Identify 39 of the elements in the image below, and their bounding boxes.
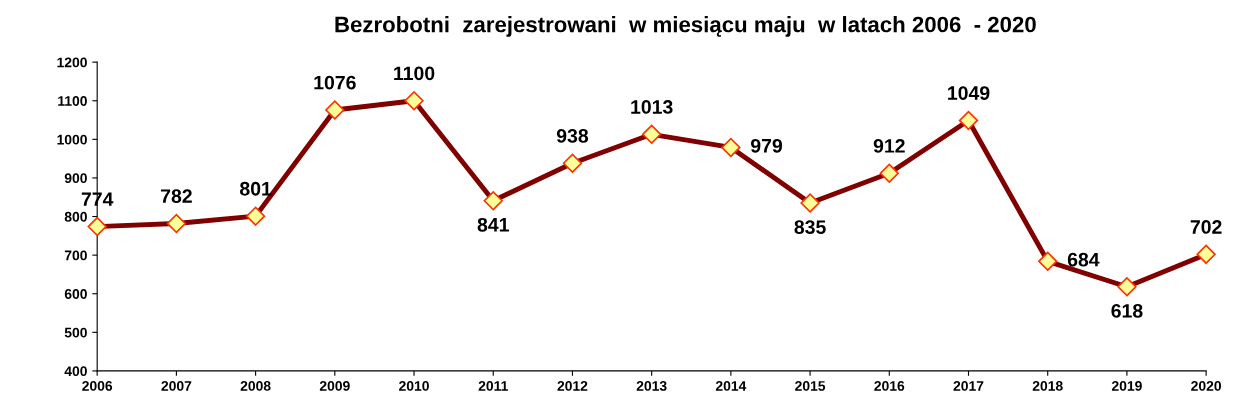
x-tick-label: 2010 [399, 381, 429, 391]
data-label: 618 [1111, 303, 1143, 318]
x-tick-label: 2008 [240, 381, 271, 391]
data-label: 979 [750, 138, 783, 153]
data-label: 684 [1067, 252, 1100, 267]
x-tick-label: 2011 [478, 381, 508, 391]
data-label: 938 [556, 129, 589, 143]
x-tick-label: 2014 [715, 381, 747, 391]
y-tick-label: 500 [64, 327, 87, 338]
x-tick-label: 2013 [636, 381, 667, 391]
data-label: 801 [240, 181, 272, 196]
data-label: 1076 [314, 75, 356, 90]
data-label: 1013 [631, 100, 673, 114]
data-label: 1100 [394, 66, 435, 81]
x-tick-label: 2015 [795, 381, 826, 391]
y-tick-label: 800 [64, 211, 87, 222]
x-tick-label: 2017 [953, 381, 984, 391]
y-tick-label: 1200 [57, 57, 87, 68]
y-tick-label: 1100 [58, 96, 87, 106]
x-tick-label: 2007 [161, 381, 192, 391]
x-tick-label: 2019 [1111, 381, 1142, 391]
x-tick-label: 2020 [1191, 381, 1222, 391]
data-label: 782 [161, 189, 192, 203]
y-tick-label: 900 [64, 173, 87, 184]
y-tick-label: 600 [64, 289, 87, 299]
chart-title: Bezrobotni zarejestrowani w miesiącu maju w latach 2006 - 2020 [335, 16, 1036, 37]
y-tick-label: 400 [64, 366, 87, 377]
data-label: 702 [1190, 220, 1222, 234]
data-label: 841 [477, 217, 509, 232]
x-tick-label: 2018 [1032, 381, 1063, 391]
data-label: 1049 [948, 86, 990, 100]
x-tick-label: 2016 [874, 381, 905, 391]
y-tick-label: 1000 [57, 134, 87, 145]
x-tick-label: 2009 [319, 381, 350, 391]
data-label: 912 [873, 139, 905, 153]
data-label: 835 [794, 220, 826, 235]
x-tick-label: 2006 [82, 381, 113, 391]
y-tick-label: 700 [64, 250, 87, 261]
x-tick-label: 2012 [557, 381, 588, 391]
